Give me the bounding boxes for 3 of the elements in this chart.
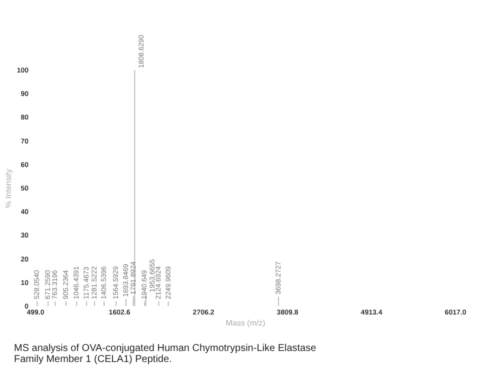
x-axis-title: Mass (m/z) [226,318,266,328]
text: MS analysis of OVA-conjugated Human Chymotrypsin-Like Elastase Family Member 1 (CELA1) Peptide. [14,343,318,365]
y-axis-title: % Intensity [4,168,13,208]
